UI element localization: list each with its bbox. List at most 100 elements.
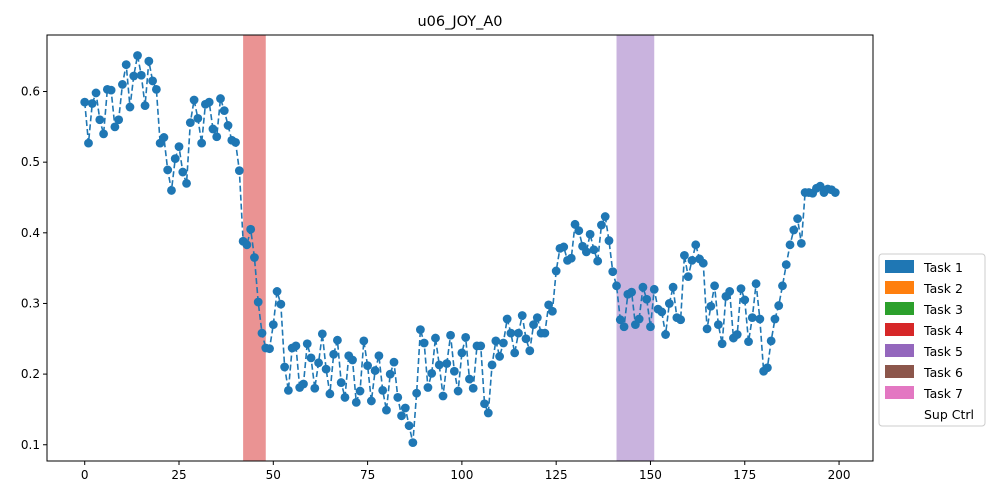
data-point (830, 188, 840, 197)
chart-title: u06_JOY_A0 (417, 14, 502, 30)
data-point (465, 374, 474, 384)
data-point (506, 328, 516, 338)
x-tick-label: 50 (266, 468, 281, 482)
data-point (212, 132, 222, 142)
x-tick-label: 175 (733, 468, 756, 482)
y-tick-label: 0.4 (21, 226, 40, 240)
data-point (317, 329, 327, 339)
data-point (204, 97, 214, 107)
data-point (732, 330, 742, 339)
data-point (706, 301, 716, 311)
data-point (291, 341, 301, 351)
highlight-span-2 (616, 35, 655, 461)
data-point (683, 272, 693, 282)
y-tick-label: 0.5 (21, 155, 40, 169)
data-point (604, 236, 614, 245)
data-point (250, 253, 259, 262)
data-point (148, 76, 158, 86)
data-point (216, 94, 225, 103)
data-point (374, 351, 384, 361)
data-point (231, 137, 240, 147)
data-point (314, 358, 323, 368)
legend-swatch (885, 386, 914, 399)
legend-swatch (885, 281, 914, 294)
data-point (129, 71, 139, 81)
data-point (299, 379, 308, 389)
data-point (638, 282, 648, 292)
data-point (234, 166, 244, 176)
data-point (283, 385, 293, 395)
legend-label: Task 6 (923, 365, 963, 380)
data-point (593, 256, 603, 266)
legend-label: Sup Ctrl (924, 407, 974, 422)
data-point (185, 118, 195, 127)
data-point (431, 333, 440, 343)
data-point (702, 324, 712, 334)
x-tick-label: 25 (171, 468, 186, 482)
data-point (713, 320, 723, 330)
data-point (691, 240, 701, 250)
data-point (427, 369, 437, 378)
data-point (438, 391, 448, 401)
data-point (174, 142, 184, 152)
data-point (751, 279, 761, 289)
data-point (87, 99, 97, 108)
data-point (627, 287, 637, 297)
data-point (532, 313, 542, 322)
data-point (796, 239, 806, 248)
data-point (449, 366, 459, 376)
data-point (468, 383, 478, 393)
data-point (412, 388, 422, 398)
legend-swatch (885, 344, 914, 357)
data-point (668, 282, 678, 292)
data-point (189, 95, 199, 105)
data-point (106, 85, 116, 95)
data-point (676, 315, 686, 325)
data-point (646, 322, 655, 332)
data-point (442, 359, 452, 368)
legend-swatch (885, 323, 914, 336)
data-point (762, 363, 772, 373)
data-point (355, 386, 365, 396)
data-point (423, 383, 433, 392)
data-point (223, 121, 233, 130)
data-point (574, 226, 584, 236)
data-point (649, 284, 659, 294)
data-point (336, 378, 346, 387)
data-point (280, 362, 290, 372)
data-point (306, 353, 316, 363)
data-point (167, 186, 176, 195)
data-point (118, 80, 127, 89)
highlight-spans (243, 35, 655, 461)
y-tick-label: 0.3 (21, 296, 40, 310)
data-point (359, 336, 369, 346)
data-point (242, 240, 252, 250)
data-point (608, 267, 618, 277)
data-point (687, 255, 697, 265)
legend-label: Task 7 (923, 386, 963, 401)
data-point (740, 295, 750, 305)
data-point (382, 405, 391, 415)
data-point (521, 334, 531, 344)
data-point (276, 299, 286, 309)
data-point (461, 332, 471, 342)
legend-label: Task 2 (923, 281, 963, 296)
data-point (570, 219, 580, 229)
data-point (268, 320, 278, 330)
data-point (483, 408, 493, 418)
data-point (84, 138, 93, 148)
data-point (551, 266, 561, 276)
data-point (310, 383, 320, 393)
data-point (366, 396, 376, 406)
y-tick-label: 0.6 (21, 85, 40, 99)
series-line-1 (83, 55, 836, 443)
data-point (144, 56, 154, 66)
legend-swatch (885, 260, 914, 273)
data-point (540, 328, 550, 338)
highlight-span-1 (243, 35, 266, 461)
data-point (340, 393, 350, 402)
data-point (514, 328, 523, 338)
data-point (178, 167, 188, 177)
y-tick-label: 0.1 (21, 438, 40, 452)
data-point (766, 336, 776, 346)
